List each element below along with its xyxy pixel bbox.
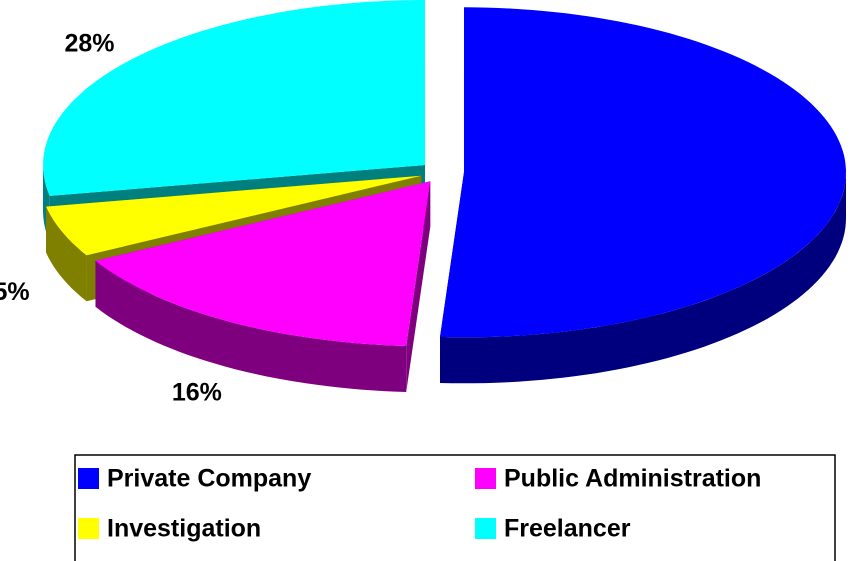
slice [95,181,431,392]
legend-box [74,454,836,561]
slice-wall [440,172,846,384]
legend-label: Private Company [107,465,311,493]
slice-top [46,175,422,256]
slice-top [43,0,426,196]
data-label: 28% [64,30,114,58]
legend-swatch [475,468,496,489]
slice-top [440,7,846,338]
slice [440,7,846,384]
legend-label: Freelancer [504,515,631,543]
slice-top [95,181,431,346]
slice-side [406,181,431,392]
legend-swatch [78,468,99,489]
data-label: 16% [172,379,222,407]
data-label: 5% [0,278,30,306]
legend-label: Investigation [107,515,261,543]
legend-swatch [78,518,99,539]
legend-swatch [475,518,496,539]
slice-wall [46,206,87,302]
legend-label: Public Administration [504,465,761,493]
slice-wall [95,260,407,392]
